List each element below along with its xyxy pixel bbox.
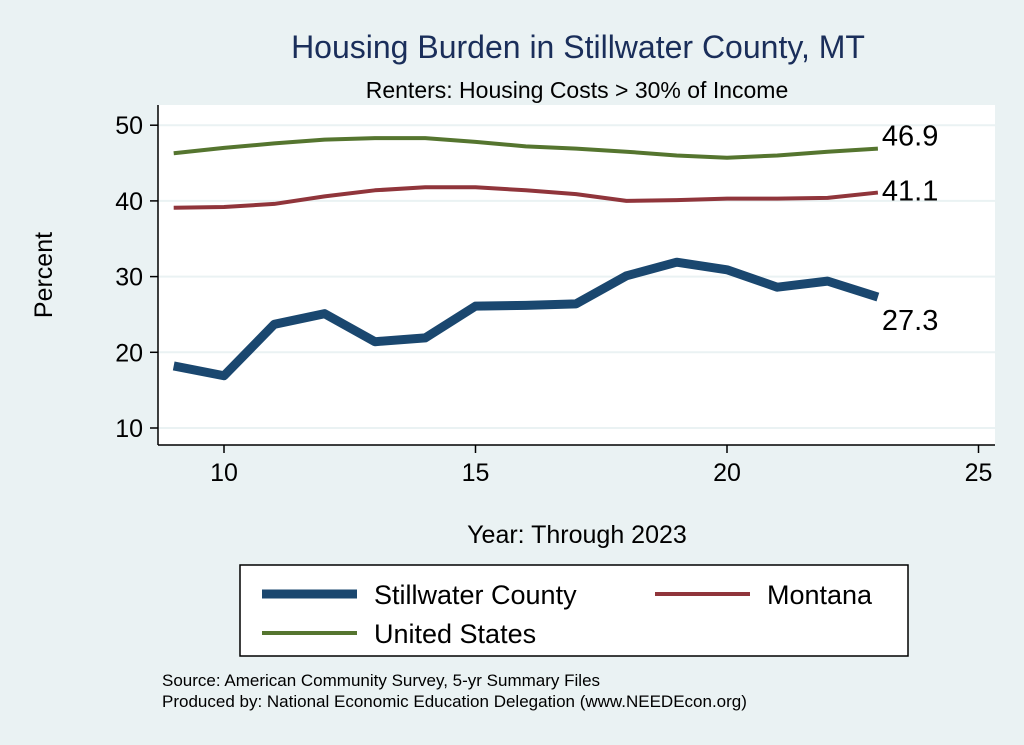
end-label: 46.9 — [882, 121, 938, 153]
end-label: 41.1 — [882, 176, 938, 208]
x-tick-label: 15 — [462, 459, 490, 487]
plot-area — [158, 105, 995, 445]
x-axis-label: Year: Through 2023 — [467, 521, 687, 549]
chart-title: Housing Burden in Stillwater County, MT — [291, 29, 865, 65]
series-line-united-states — [173, 136, 879, 160]
x-tick-label: 25 — [965, 459, 993, 487]
series-line-montana — [173, 185, 879, 210]
chart-subtitle: Renters: Housing Costs > 30% of Income — [366, 77, 789, 103]
end-label: 27.3 — [882, 305, 938, 337]
y-tick-label: 40 — [115, 188, 143, 216]
legend: Stillwater County Montana United States — [239, 564, 909, 657]
y-tick-label: 20 — [115, 339, 143, 367]
source-note: Source: American Community Survey, 5-yr … — [162, 671, 600, 690]
x-tick-label: 10 — [210, 459, 238, 487]
x-tick-label: 20 — [713, 459, 741, 487]
legend-label: Montana — [767, 580, 873, 610]
y-tick-label: 50 — [115, 112, 143, 140]
producer-note: Produced by: National Economic Education… — [162, 692, 747, 711]
legend-label: United States — [374, 619, 536, 649]
legend-label: Stillwater County — [374, 580, 577, 610]
y-axis-label: Percent — [30, 232, 58, 318]
series-line-stillwater-county — [172, 257, 880, 381]
y-tick-label: 10 — [115, 415, 143, 443]
y-tick-label: 30 — [115, 264, 143, 292]
